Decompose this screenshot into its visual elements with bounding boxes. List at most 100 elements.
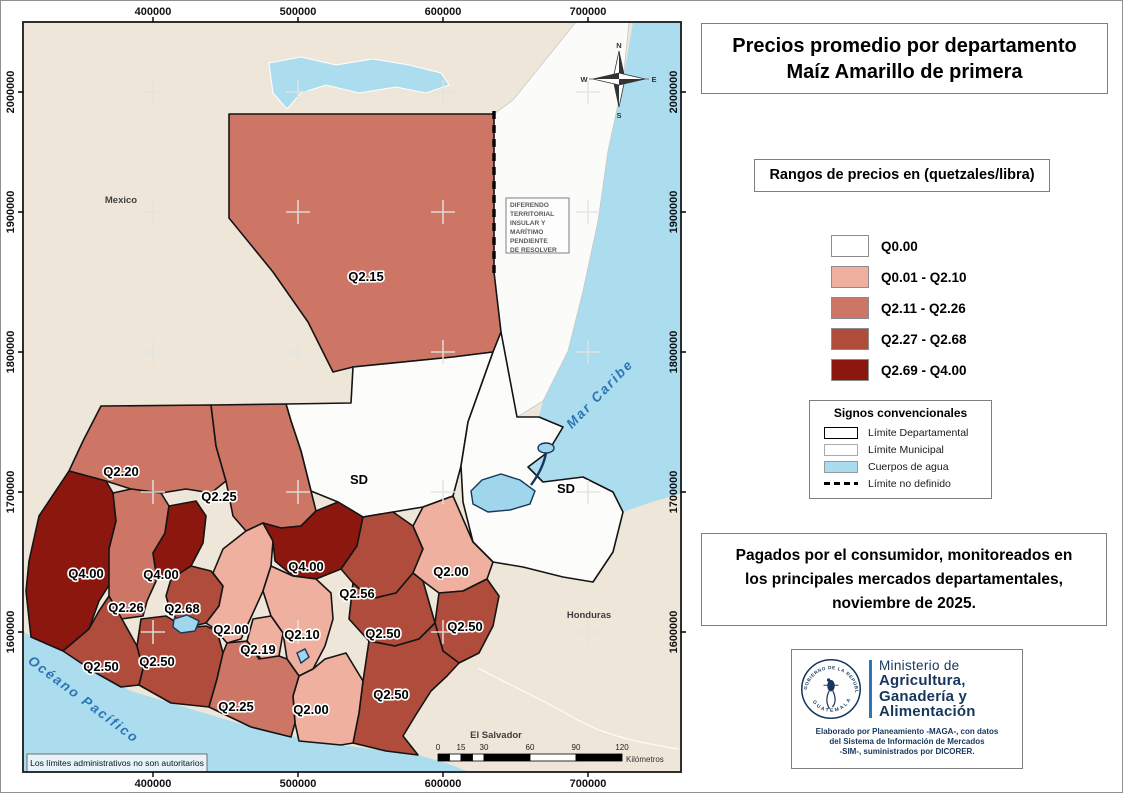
territorial-note-line: DIFERENDO bbox=[510, 202, 549, 209]
department-izabal bbox=[460, 331, 624, 583]
y-axis-label: 1900000 bbox=[668, 191, 680, 234]
price-label-quetzaltenango: Q2.26 bbox=[108, 600, 143, 615]
compass-s: S bbox=[616, 111, 621, 120]
signs-item: Límite Municipal bbox=[810, 441, 991, 458]
price-label-baja-verapaz: Q4.00 bbox=[288, 559, 323, 574]
price-label-zacapa: Q2.00 bbox=[433, 564, 468, 579]
legend-label: Q2.11 - Q2.26 bbox=[881, 300, 966, 316]
elaboration-line3: -SIM-, suministrados por DICORER. bbox=[839, 747, 975, 756]
legend-item: Q0.00 bbox=[831, 235, 967, 257]
ministry-credits: GOBIERNO DE LA REPÚBLICA GUATEMALA Minis… bbox=[791, 649, 1023, 769]
signs-item: Límite Departamental bbox=[810, 424, 991, 441]
axis-ticks bbox=[18, 17, 686, 777]
scale-tick: 30 bbox=[480, 743, 489, 752]
graticule-crosses bbox=[141, 80, 600, 644]
y-axis-label: 1600000 bbox=[5, 611, 17, 654]
elaboration-credits: Elaborado por Planeamiento -MAGA-, con d… bbox=[798, 727, 1016, 757]
scale-tick: 60 bbox=[526, 743, 535, 752]
compass-w: W bbox=[580, 75, 588, 84]
territorial-note-line: DE RESOLVER bbox=[510, 247, 557, 254]
price-label-totonicapan: Q4.00 bbox=[143, 567, 178, 582]
axis-labels-bottom: 400000 500000 600000 700000 bbox=[135, 778, 607, 790]
x-axis-label: 700000 bbox=[570, 778, 607, 790]
scale-bar: 0 15 30 60 90 120 Kilómetros bbox=[436, 743, 664, 764]
consumer-note-line1: Pagados por el consumidor, monitoreados … bbox=[735, 547, 1073, 564]
ministry-name: Ministerio de Agricultura, Ganadería y A… bbox=[879, 658, 976, 720]
consumer-note: Pagados por el consumidor, monitoreados … bbox=[701, 533, 1107, 626]
scale-tick: 120 bbox=[615, 743, 629, 752]
honduras-elsalvador-border bbox=[477, 667, 680, 750]
scale-tick: 15 bbox=[457, 743, 466, 752]
x-axis-label: 400000 bbox=[135, 6, 172, 18]
ministry-name-bold1: Agricultura, bbox=[879, 672, 966, 690]
y-axis-label: 1800000 bbox=[5, 331, 17, 374]
axis-labels-right: 2000000 1900000 1800000 1700000 1600000 bbox=[668, 71, 680, 654]
lake-izabal bbox=[470, 473, 536, 513]
honduras-label: Honduras bbox=[567, 610, 611, 621]
x-axis-label: 500000 bbox=[280, 6, 317, 18]
el-salvador-label: El Salvador bbox=[470, 730, 522, 741]
price-label-huehuetenango: Q2.20 bbox=[103, 464, 138, 479]
y-axis-label: 2000000 bbox=[5, 71, 17, 114]
department-escuintla bbox=[208, 640, 300, 738]
scale-tick: 0 bbox=[436, 743, 441, 752]
signs-label: Límite Municipal bbox=[868, 443, 944, 456]
map-canvas: N S W E Q2.15 Q2.20 Q2.25 SD SD Q4.00 Q4… bbox=[5, 6, 686, 790]
lake-atitlan bbox=[172, 614, 200, 634]
y-axis-label: 1700000 bbox=[668, 471, 680, 514]
conventional-signs: Signos convencionales Límite Departament… bbox=[809, 400, 992, 499]
water-bodies-swatch bbox=[824, 460, 858, 473]
price-label-chimaltenango: Q2.00 bbox=[213, 622, 248, 637]
consumer-note-line3: noviembre de 2025. bbox=[832, 595, 976, 612]
price-label-chiquimula: Q2.50 bbox=[447, 619, 482, 634]
territorial-note-box: DIFERENDO TERRITORIAL INSULAR Y MARÍTIMO… bbox=[505, 197, 570, 254]
price-label-santa-rosa: Q2.00 bbox=[293, 702, 328, 717]
price-legend: Q0.00 Q0.01 - Q2.10 Q2.11 - Q2.26 Q2.27 … bbox=[831, 235, 967, 390]
mexico-lake bbox=[268, 56, 450, 110]
territorial-note-line: PENDIENTE bbox=[510, 238, 548, 245]
price-label-sacatepequez: Q2.19 bbox=[240, 642, 275, 657]
legend-swatch-range2 bbox=[831, 297, 869, 319]
disclaimer-box: Los límites administrativos no son autor… bbox=[26, 753, 208, 772]
x-axis-label: 400000 bbox=[135, 778, 172, 790]
axis-labels-left: 2000000 1900000 1800000 1700000 1600000 bbox=[5, 71, 17, 654]
signs-label: Límite Departamental bbox=[868, 426, 969, 439]
price-label-quiche: Q2.25 bbox=[201, 489, 236, 504]
department-quetzaltenango bbox=[108, 488, 170, 620]
territorial-note-line: INSULAR Y bbox=[510, 220, 546, 227]
compass-rose: N S W E bbox=[580, 41, 656, 120]
territorial-note-line: TERRITORIAL bbox=[510, 211, 554, 218]
y-axis-label: 1900000 bbox=[5, 191, 17, 234]
legend-label: Q2.27 - Q2.68 bbox=[881, 331, 967, 347]
price-label-izabal: SD bbox=[557, 481, 575, 496]
svg-text:GUATEMALA: GUATEMALA bbox=[811, 696, 853, 714]
legend-label: Q0.00 bbox=[881, 238, 918, 254]
consumer-note-line2: los principales mercados departamentales… bbox=[745, 571, 1063, 588]
y-axis-label: 1600000 bbox=[668, 611, 680, 654]
undefined-limit-swatch bbox=[824, 482, 858, 485]
territorial-note-line: MARÍTIMO bbox=[510, 227, 543, 236]
x-axis-label: 600000 bbox=[425, 778, 462, 790]
legend-heading: Rangos de precios en (quetzales/libra) bbox=[754, 159, 1050, 192]
x-axis-label: 700000 bbox=[570, 6, 607, 18]
government-seal-icon: GOBIERNO DE LA REPÚBLICA GUATEMALA bbox=[798, 656, 861, 719]
scale-tick: 90 bbox=[572, 743, 581, 752]
ministry-name-light: Ministerio de bbox=[879, 658, 960, 674]
x-axis-label: 500000 bbox=[280, 778, 317, 790]
price-label-peten: Q2.15 bbox=[348, 269, 383, 284]
price-label-solola: Q2.68 bbox=[164, 601, 199, 616]
compass-n: N bbox=[616, 41, 621, 50]
ministry-name-bold2: Ganadería y bbox=[879, 687, 968, 705]
price-label-jutiapa: Q2.50 bbox=[373, 687, 408, 702]
x-axis-label: 600000 bbox=[425, 6, 462, 18]
price-label-jalapa: Q2.50 bbox=[365, 626, 400, 641]
price-label-escuintla: Q2.25 bbox=[218, 699, 253, 714]
legend-swatch-range4 bbox=[831, 359, 869, 381]
mexico-label: Mexico bbox=[105, 195, 137, 206]
y-axis-label: 2000000 bbox=[668, 71, 680, 114]
legend-label: Q2.69 - Q4.00 bbox=[881, 362, 967, 378]
legend-swatch-range3 bbox=[831, 328, 869, 350]
map-frame bbox=[22, 21, 682, 773]
ministry-name-bold3: Alimentación bbox=[879, 703, 976, 721]
